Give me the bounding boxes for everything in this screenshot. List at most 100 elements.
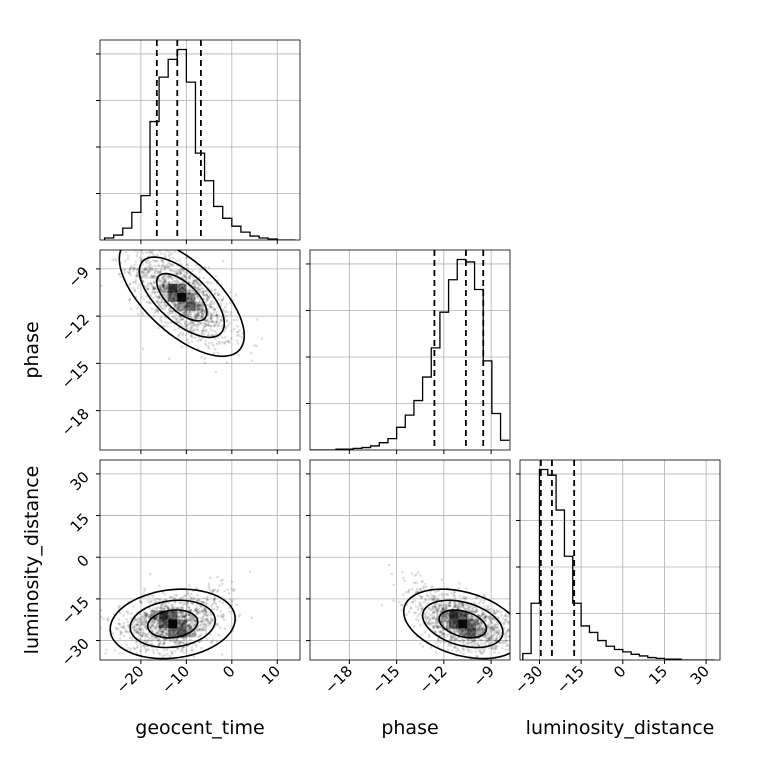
scatter-point xyxy=(156,632,159,636)
scatter-point xyxy=(209,305,213,308)
scatter-point xyxy=(420,595,424,599)
scatter-point xyxy=(141,615,144,619)
scatter-point xyxy=(190,289,194,293)
scatter-point xyxy=(474,639,477,642)
scatter-point xyxy=(161,630,165,634)
scatter-point xyxy=(176,306,179,310)
scatter-point xyxy=(204,322,208,326)
scatter-point xyxy=(467,620,471,623)
scatter-point xyxy=(161,307,165,310)
scatter-point xyxy=(506,615,510,618)
scatter-point xyxy=(189,310,192,314)
scatter-point xyxy=(115,628,119,631)
scatter-point xyxy=(455,636,459,640)
scatter-point xyxy=(156,295,159,299)
scatter-point xyxy=(494,623,497,627)
scatter-point xyxy=(202,326,205,330)
scatter-point xyxy=(152,287,156,290)
scatter-point xyxy=(191,324,194,328)
density-cell xyxy=(177,292,187,302)
scatter-point xyxy=(460,629,464,633)
scatter-point xyxy=(218,321,221,325)
scatter-point xyxy=(175,259,178,263)
scatter-point xyxy=(153,598,156,602)
scatter-point xyxy=(180,623,183,627)
scatter-point xyxy=(434,624,438,628)
scatter-point xyxy=(221,259,225,263)
scatter-point xyxy=(172,606,175,609)
scatter-point xyxy=(488,641,491,645)
scatter-point xyxy=(145,261,148,265)
scatter-point xyxy=(498,641,502,645)
scatter-point xyxy=(467,623,470,627)
scatter-point xyxy=(419,623,422,627)
scatter-point xyxy=(197,282,201,286)
scatter-point xyxy=(138,627,142,631)
x-axis-label-luminosity-distance: luminosity_distance xyxy=(526,717,715,739)
scatter-point xyxy=(457,648,460,652)
scatter-point xyxy=(475,619,479,623)
scatter-point xyxy=(207,347,211,350)
scatter-point xyxy=(487,632,490,636)
scatter-point xyxy=(205,602,209,606)
scatter-point xyxy=(464,632,468,635)
scatter-point xyxy=(215,314,219,317)
scatter-point xyxy=(176,622,180,626)
scatter-point xyxy=(182,622,186,626)
scatter-point xyxy=(143,266,147,270)
scatter-point xyxy=(191,633,195,636)
scatter-point xyxy=(189,313,193,316)
scatter-point xyxy=(411,600,415,604)
scatter-point xyxy=(215,313,219,316)
scatter-point xyxy=(157,642,161,646)
scatter-point xyxy=(187,613,191,616)
scatter-point xyxy=(194,313,198,317)
scatter-point xyxy=(187,627,191,630)
scatter-point xyxy=(182,638,185,641)
scatter-point xyxy=(210,319,214,323)
scatter-point xyxy=(445,621,449,625)
scatter-point xyxy=(151,287,155,291)
scatter-point xyxy=(162,642,166,645)
scatter-point xyxy=(424,598,428,601)
scatter-point xyxy=(182,274,185,278)
scatter-point xyxy=(173,328,177,332)
scatter-point xyxy=(143,589,146,592)
scatter-point xyxy=(164,629,168,632)
scatter-point xyxy=(203,619,207,623)
scatter-point xyxy=(160,630,163,634)
scatter-point xyxy=(202,614,206,618)
y-tick-label-luminosity-distance: 0 xyxy=(73,551,92,570)
scatter-point xyxy=(183,320,187,323)
scatter-point xyxy=(504,648,507,651)
scatter-point xyxy=(173,640,177,643)
scatter-point xyxy=(141,270,145,274)
scatter-point xyxy=(142,639,146,643)
scatter-point xyxy=(469,617,473,621)
scatter-point xyxy=(433,611,436,614)
scatter-point xyxy=(157,628,161,632)
scatter-point xyxy=(196,281,200,285)
scatter-point xyxy=(218,342,222,345)
scatter-point xyxy=(181,331,185,335)
scatter-point xyxy=(206,322,210,325)
scatter-point xyxy=(150,634,153,637)
scatter-point xyxy=(140,276,144,279)
scatter-point xyxy=(504,636,507,640)
scatter-point xyxy=(422,585,425,589)
scatter-point xyxy=(164,305,167,309)
scatter-point xyxy=(195,280,198,283)
scatter-point xyxy=(219,626,222,630)
scatter-point xyxy=(119,275,122,279)
scatter-point xyxy=(434,605,438,608)
scatter-point xyxy=(428,598,431,601)
scatter-point xyxy=(123,237,126,240)
scatter-point xyxy=(153,624,157,628)
scatter-point xyxy=(167,606,170,610)
scatter-point xyxy=(216,575,219,579)
scatter-point xyxy=(199,623,203,627)
scatter-point xyxy=(177,619,180,623)
scatter-point xyxy=(160,603,164,607)
scatter-point xyxy=(136,312,140,316)
density-cell xyxy=(449,619,459,629)
